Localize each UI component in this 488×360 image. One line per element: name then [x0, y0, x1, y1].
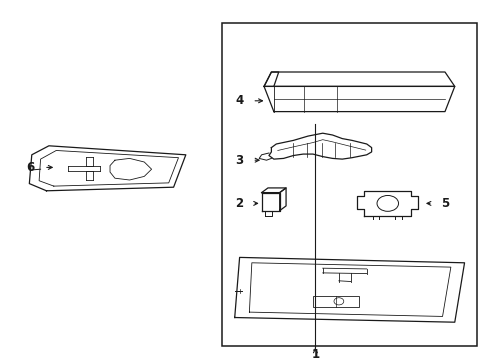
- Polygon shape: [261, 188, 285, 193]
- Polygon shape: [259, 153, 271, 160]
- Text: 6: 6: [26, 161, 34, 174]
- Polygon shape: [268, 133, 371, 159]
- Text: 3: 3: [235, 154, 243, 167]
- Polygon shape: [261, 193, 279, 211]
- Bar: [222, 23, 476, 346]
- Polygon shape: [264, 211, 271, 216]
- Text: 2: 2: [235, 197, 243, 210]
- Polygon shape: [264, 86, 454, 112]
- Polygon shape: [264, 72, 278, 86]
- Text: 5: 5: [440, 197, 448, 210]
- Text: 4: 4: [235, 94, 243, 107]
- Polygon shape: [29, 146, 185, 191]
- Bar: [312, 296, 359, 307]
- Polygon shape: [279, 188, 285, 211]
- Polygon shape: [356, 191, 417, 216]
- Polygon shape: [234, 257, 464, 322]
- Text: 1: 1: [311, 348, 319, 360]
- Polygon shape: [264, 72, 454, 86]
